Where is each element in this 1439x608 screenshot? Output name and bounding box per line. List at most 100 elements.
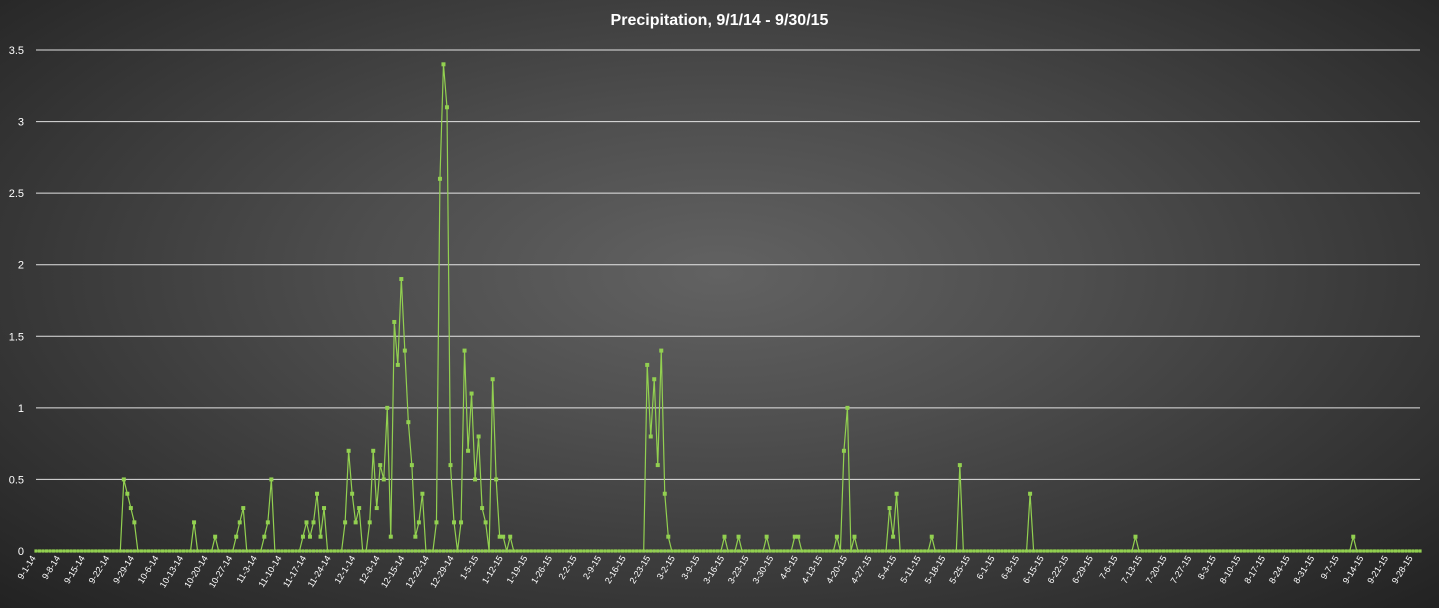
data-point — [887, 506, 892, 511]
data-point — [722, 534, 727, 539]
data-point — [51, 549, 56, 553]
data-point — [1070, 549, 1074, 553]
data-point — [1295, 549, 1299, 553]
data-point — [662, 491, 667, 496]
data-point — [122, 549, 126, 553]
data-point — [150, 549, 154, 553]
x-tick-label: 1-12-15 — [480, 554, 505, 586]
data-point — [652, 549, 656, 553]
data-point — [136, 549, 140, 553]
data-point — [929, 534, 934, 539]
data-point — [1179, 549, 1183, 553]
data-point — [1024, 549, 1029, 553]
data-point — [392, 319, 397, 324]
data-point — [1235, 549, 1239, 553]
data-point — [792, 534, 797, 539]
data-point — [452, 520, 457, 525]
data-point — [1411, 549, 1415, 553]
y-tick-label: 2.5 — [9, 188, 24, 200]
data-point — [361, 549, 365, 553]
data-point — [385, 405, 390, 410]
x-tick-label: 10-6-14 — [136, 554, 161, 586]
x-tick-label: 11-17-14 — [281, 554, 308, 589]
data-point — [315, 549, 319, 553]
x-tick-label: 7-20-15 — [1144, 554, 1169, 586]
x-tick-label: 1-26-15 — [529, 554, 554, 586]
data-point — [259, 549, 263, 553]
data-point — [213, 549, 217, 553]
x-tick-label: 12-1-14 — [332, 554, 357, 586]
data-point — [402, 348, 407, 353]
data-point — [125, 549, 129, 553]
data-point — [399, 277, 404, 282]
data-point — [540, 549, 544, 553]
data-point — [160, 549, 165, 553]
data-point — [596, 549, 600, 553]
data-point — [329, 549, 333, 553]
data-point — [1288, 549, 1292, 553]
data-point — [571, 549, 576, 553]
data-point — [1126, 549, 1131, 553]
data-point — [828, 549, 832, 553]
data-point — [427, 549, 432, 553]
data-point — [736, 534, 741, 539]
data-point — [437, 176, 442, 181]
data-point — [1383, 549, 1387, 553]
data-point — [1316, 549, 1320, 553]
data-point — [455, 549, 460, 553]
data-point — [1330, 549, 1334, 553]
data-point — [1221, 549, 1225, 553]
data-point — [44, 549, 49, 553]
data-point — [944, 549, 948, 553]
data-point — [578, 549, 583, 553]
data-point — [139, 549, 143, 553]
data-point — [891, 549, 895, 553]
data-point — [262, 534, 267, 539]
data-point — [241, 549, 245, 553]
data-point — [1351, 549, 1355, 553]
x-tick-label: 6-1-15 — [974, 554, 996, 581]
data-point — [1133, 549, 1138, 553]
data-point — [238, 549, 242, 553]
data-point — [1049, 549, 1053, 553]
data-point — [547, 549, 551, 553]
data-point — [659, 348, 664, 353]
data-point — [642, 549, 646, 553]
data-point — [691, 549, 695, 553]
data-point — [522, 549, 526, 553]
x-tick-label: 2-2-15 — [556, 554, 578, 581]
data-point — [1053, 549, 1057, 553]
data-point — [701, 549, 706, 553]
data-point — [841, 448, 846, 453]
data-point — [340, 549, 344, 553]
data-point — [1337, 549, 1341, 553]
data-point — [498, 549, 502, 553]
data-point — [1140, 549, 1145, 553]
data-point — [438, 549, 442, 553]
data-point — [354, 549, 358, 553]
data-point — [1197, 549, 1201, 553]
data-point — [561, 549, 565, 553]
data-point — [157, 549, 161, 553]
data-point — [420, 491, 425, 496]
data-point — [779, 549, 783, 553]
data-point — [185, 549, 189, 553]
data-point — [1355, 549, 1359, 553]
data-point — [224, 549, 228, 553]
data-point — [645, 549, 649, 553]
x-tick-label: 9-21-15 — [1365, 554, 1390, 586]
data-point — [322, 506, 327, 511]
data-point — [469, 391, 474, 396]
data-point — [1046, 549, 1050, 553]
data-point — [248, 549, 252, 553]
data-point — [269, 477, 274, 482]
x-tick-label: 10-13-14 — [158, 554, 186, 590]
gridlines — [36, 49, 1420, 552]
data-point — [108, 549, 112, 553]
data-point — [125, 491, 130, 496]
data-point — [1116, 549, 1120, 553]
data-point — [1239, 549, 1243, 553]
data-point — [1000, 549, 1004, 553]
data-point — [1028, 549, 1032, 553]
data-point — [902, 549, 906, 553]
